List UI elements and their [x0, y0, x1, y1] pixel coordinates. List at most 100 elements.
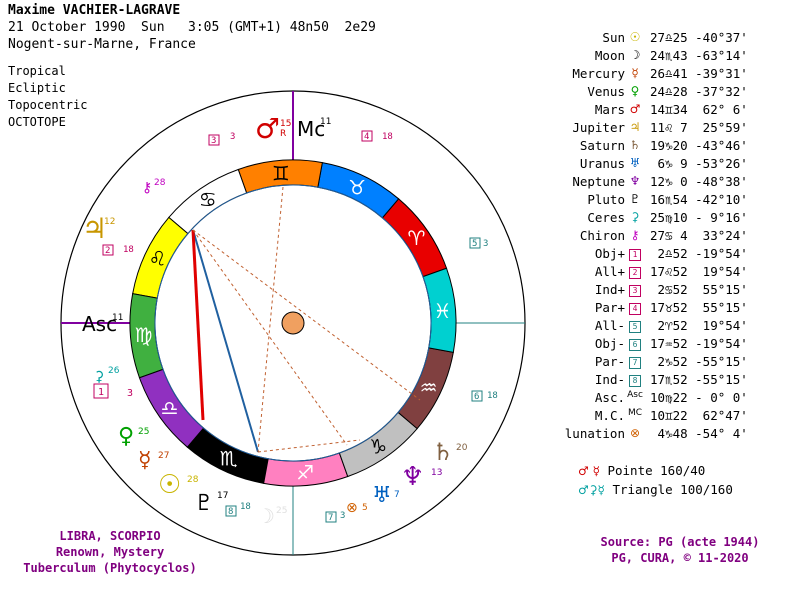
svg-text:13: 13 [431, 468, 442, 478]
theme-keywords: Renown, Mystery [55, 545, 165, 559]
aspect-line-2: ♂⚳☿ Triangle 100/160 [578, 482, 733, 497]
position-name: Ind+ [594, 282, 625, 297]
position-name: Ind- [594, 372, 625, 387]
box-marker-6: 6 18 [471, 390, 498, 402]
option-zodiac: Tropical [8, 64, 66, 78]
venus-glyph-icon: ♀ [630, 84, 640, 98]
svg-text:15: 15 [280, 119, 291, 129]
aries-icon: ♈ [407, 226, 425, 250]
position-row: lunation ⊗ 4♑48 -54° 4' [540, 426, 795, 444]
position-row: Ind+ 3 2♋52 55°15' [540, 282, 795, 300]
position-value: 26♎41 -39°31' [650, 66, 748, 81]
position-value: 2♈52 19°54' [650, 318, 748, 333]
svg-text:3: 3 [230, 132, 235, 142]
position-row: Par+ 4 17♉52 55°15' [540, 300, 795, 318]
position-row: Chiron ⚷ 27♋ 4 33°24' [540, 228, 795, 246]
svg-text:28: 28 [187, 475, 199, 485]
ceres-marker: ⚳ 26 [94, 366, 120, 385]
aspect-lines [191, 186, 421, 453]
capricorn-icon: ♑ [369, 434, 387, 458]
svg-text:17: 17 [217, 491, 228, 501]
mars-glyph-icon: ♂ [629, 102, 641, 116]
position-row: Obj- 6 17♒52 -19°54' [540, 336, 795, 354]
svg-text:♇: ♇ [194, 491, 214, 516]
neptune-glyph-icon: ♆ [629, 174, 641, 188]
option-coordinates: Ecliptic [8, 81, 66, 95]
mc-glyph-icon: MC [627, 408, 643, 418]
position-value: 25♍10 - 9°16' [650, 210, 748, 225]
box-6-icon: 6 [625, 336, 645, 351]
position-name: Par- [594, 354, 625, 369]
position-value: 17♏52 -55°15' [650, 372, 748, 387]
aspect-line-1: ♂ ☿ Pointe 160/40 [578, 463, 705, 478]
svg-text:♃: ♃ [82, 212, 107, 245]
svg-text:12: 12 [104, 217, 115, 227]
box-marker-2: 2 18 [102, 244, 134, 256]
svg-text:18: 18 [240, 502, 251, 512]
position-row: All- 5 2♈52 19°54' [540, 318, 795, 336]
mc-degree: 11 [320, 117, 331, 127]
position-row: Jupiter ♃ 11♌ 7 25°59' [540, 120, 795, 138]
chiron-marker: ⚷ 28 [142, 178, 166, 196]
moon-marker: ☽ 25 [257, 504, 287, 528]
position-row: Mercury ☿ 26♎41 -39°31' [540, 66, 795, 84]
leo-icon: ♌ [148, 247, 166, 271]
uranus-glyph-icon: ♅ [629, 156, 641, 170]
position-name: Mars [594, 102, 625, 117]
svg-text:⚳: ⚳ [94, 369, 104, 385]
scorpio-icon: ♏ [220, 447, 238, 471]
position-name: Par+ [594, 300, 625, 315]
position-name: All- [594, 318, 625, 333]
position-name: M.C. [594, 408, 625, 423]
libra-icon: ♎ [161, 396, 179, 420]
svg-text:♀: ♀ [118, 424, 134, 449]
position-row: Venus ♀ 24♎28 -37°32' [540, 84, 795, 102]
box-4-icon: 4 [625, 300, 645, 315]
position-name: Venus [587, 84, 625, 99]
svg-text:⊗: ⊗ [346, 500, 358, 516]
position-name: Chiron [579, 228, 625, 243]
saturn-glyph-icon: ♄ [629, 138, 641, 152]
svg-text:6: 6 [474, 392, 479, 402]
position-name: Obj- [594, 336, 625, 351]
position-value: 17♒52 -19°54' [650, 336, 748, 351]
position-name: Saturn [579, 138, 625, 153]
position-name: Neptune [572, 174, 625, 189]
position-value: 14♊34 62° 6' [650, 102, 748, 117]
svg-text:☉: ☉ [158, 470, 181, 500]
earth-center-icon [281, 311, 305, 335]
position-name: Ceres [587, 210, 625, 225]
pluto-marker: ♇ 17 [194, 491, 228, 516]
svg-text:25: 25 [276, 506, 287, 516]
position-name: Pluto [587, 192, 625, 207]
position-row: Sun ☉ 27♎25 -40°37' [540, 30, 795, 48]
option-houses: Topocentric [8, 98, 88, 112]
mars-marker: ♂ 15 R [255, 112, 291, 145]
svg-text:7: 7 [394, 490, 400, 500]
lunation-marker: ⊗ 5 [346, 500, 368, 516]
position-row: All+ 2 17♌52 19°54' [540, 264, 795, 282]
position-value: 10♊22 62°47' [650, 408, 748, 423]
box-5-icon: 5 [625, 318, 645, 333]
pisces-icon: ♓ [434, 299, 452, 323]
position-name: Mercury [572, 66, 625, 81]
svg-text:♂: ♂ [255, 112, 280, 145]
mercury-glyph-icon: ☿ [631, 66, 639, 80]
svg-text:⚷: ⚷ [142, 180, 152, 196]
position-row: Ind- 8 17♏52 -55°15' [540, 372, 795, 390]
position-row: Obj+ 1 2♎52 -19°54' [540, 246, 795, 264]
asc-degree: 11 [112, 313, 123, 323]
position-name: lunation [564, 426, 625, 441]
position-value: 17♌52 19°54' [650, 264, 748, 279]
svg-text:R: R [280, 129, 286, 139]
position-name: Jupiter [572, 120, 625, 135]
box-3-icon: 3 [625, 282, 645, 297]
asc-glyph-icon: Asc [627, 390, 643, 400]
svg-text:18: 18 [123, 245, 134, 255]
credit-line: PG, CURA, © 11-2020 [611, 551, 749, 565]
svg-text:4: 4 [364, 132, 369, 142]
position-name: Uranus [579, 156, 625, 171]
svg-text:28: 28 [154, 178, 166, 188]
saturn-marker: ♄ 20 [432, 438, 468, 466]
position-value: 16♏54 -42°10' [650, 192, 748, 207]
